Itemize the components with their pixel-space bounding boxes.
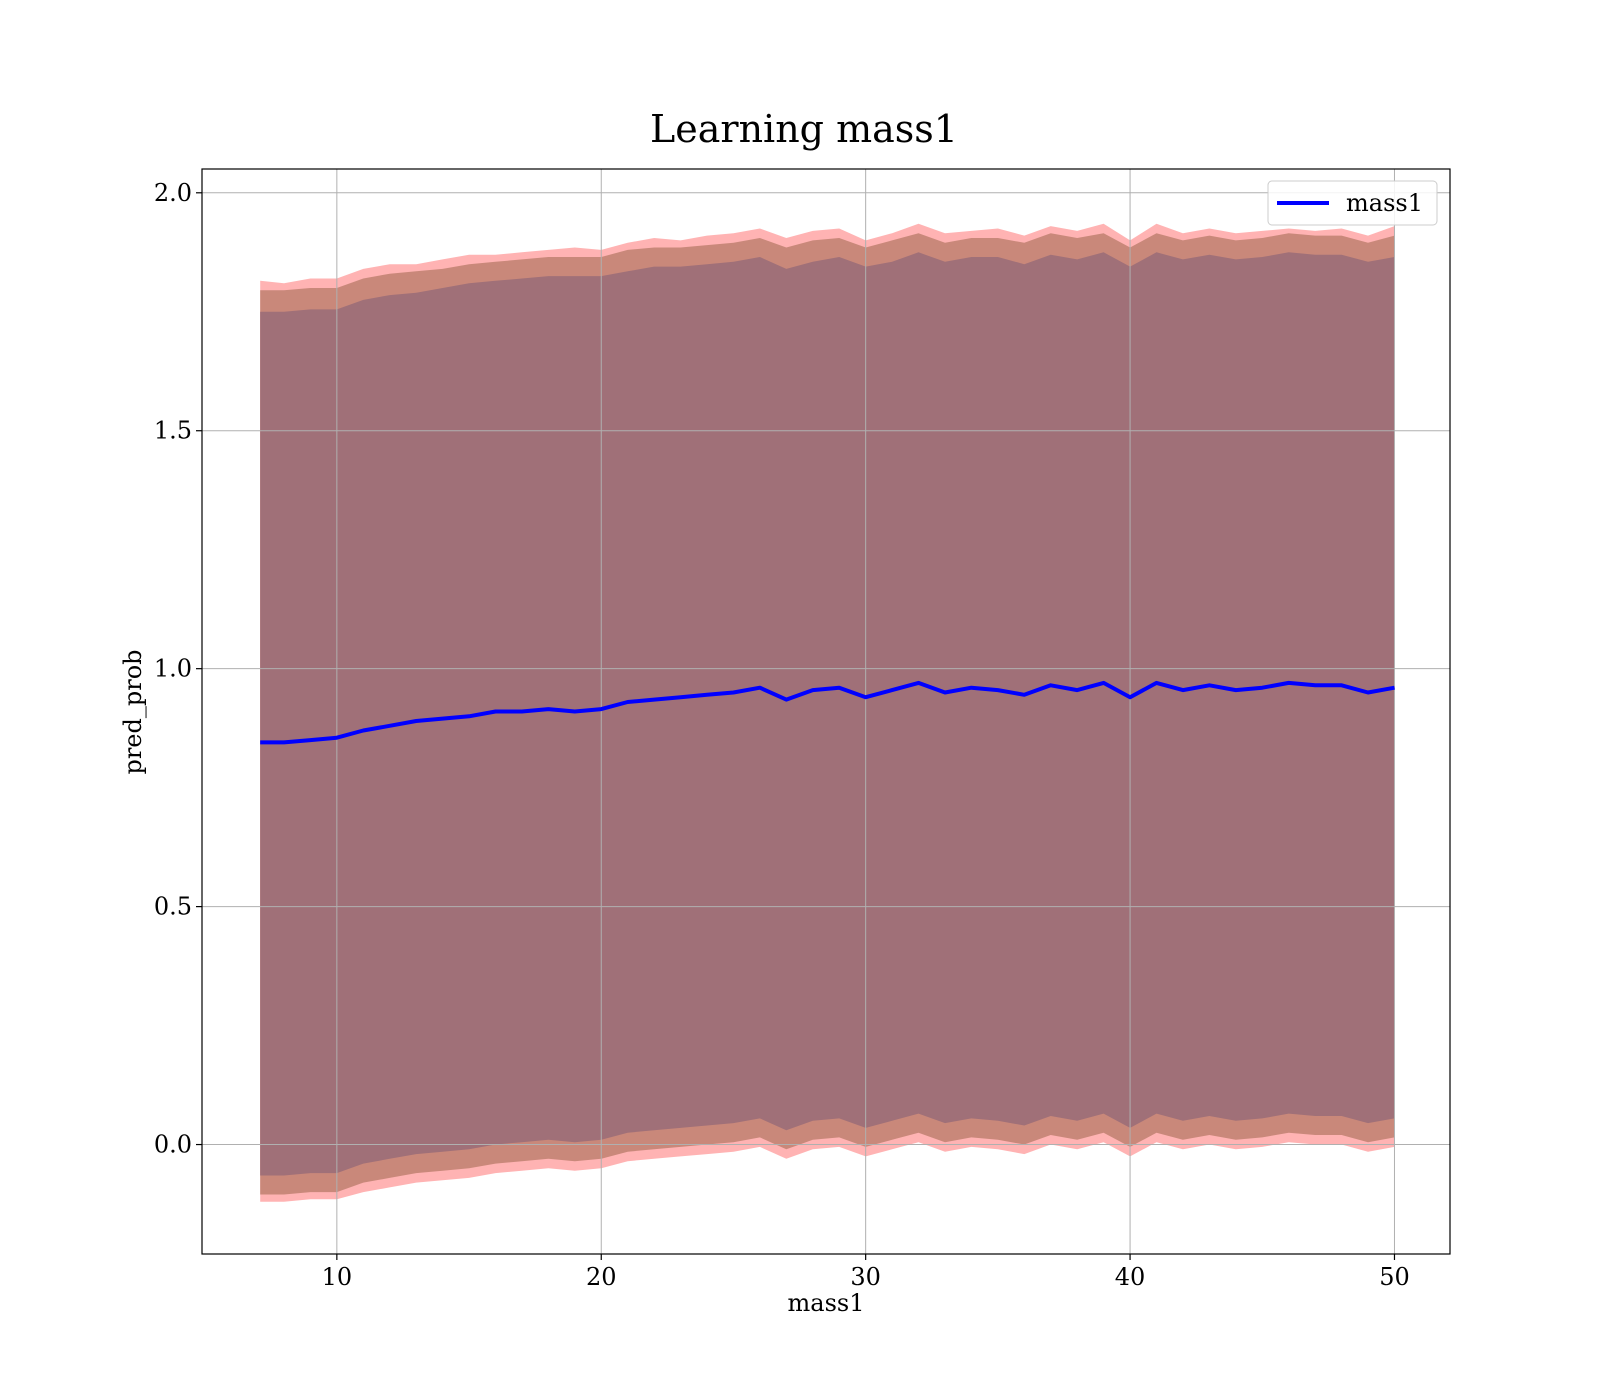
plot-frame (201, 168, 1451, 1255)
x-axis-ticks: 10 20 30 40 50 (322, 1254, 1410, 1291)
y-tick-label-0: 0.0 (154, 1131, 192, 1159)
legend-label-mass1: mass1 (1346, 189, 1423, 217)
series-line-mass1 (260, 680, 1395, 745)
legend-box (1267, 180, 1438, 226)
chart-title: Learning mass1 (650, 107, 958, 151)
legend: mass1 (1267, 180, 1438, 226)
x-tick-label-2: 30 (850, 1263, 881, 1291)
x-axis-label: mass1 (788, 1289, 865, 1317)
confidence-bands (260, 223, 1395, 1202)
x-tick-label-0: 10 (322, 1263, 353, 1291)
y-tick-label-4: 2.0 (154, 179, 192, 207)
band-inner (260, 252, 1395, 1176)
x-tick-label-1: 20 (586, 1263, 617, 1291)
grid-lines (202, 169, 1450, 1254)
series-lines (260, 680, 1395, 745)
y-tick-label-3: 1.5 (154, 417, 192, 445)
x-tick-label-4: 50 (1379, 1263, 1410, 1291)
y-tick-label-2: 1.0 (154, 655, 192, 683)
y-tick-label-1: 0.5 (154, 893, 192, 921)
y-axis-label: pred_prob (119, 649, 147, 774)
x-tick-label-3: 40 (1115, 1263, 1146, 1291)
y-axis-ticks: 0.0 0.5 1.0 1.5 2.0 (154, 179, 202, 1159)
